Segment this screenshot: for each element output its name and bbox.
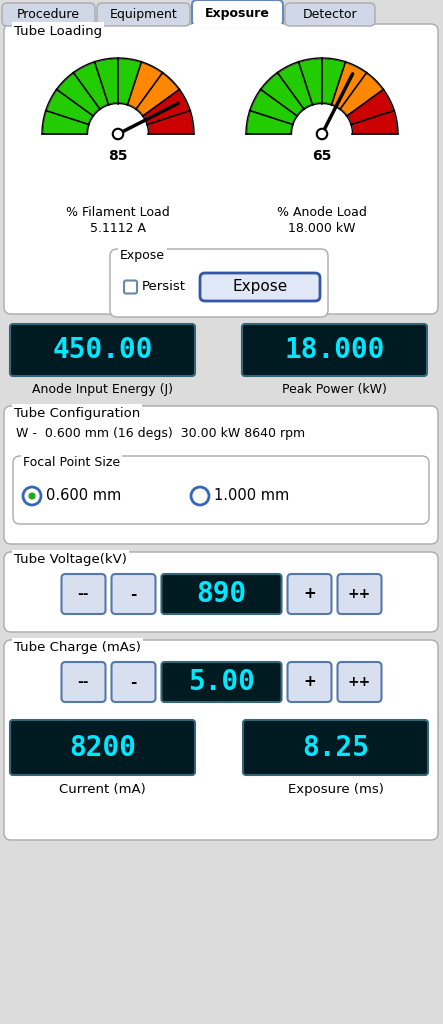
Text: 18.000 kW: 18.000 kW [288,221,356,234]
Text: Expose: Expose [120,250,165,262]
Polygon shape [144,90,193,134]
FancyBboxPatch shape [242,324,427,376]
Text: Tube Charge (mAs): Tube Charge (mAs) [14,640,141,653]
Text: 1.000 mm: 1.000 mm [214,488,289,504]
Text: Current (mA): Current (mA) [59,782,146,796]
Text: Tube Configuration: Tube Configuration [14,407,140,420]
Circle shape [113,129,123,139]
Text: 18.000: 18.000 [284,336,385,364]
FancyBboxPatch shape [62,662,105,702]
Text: -: - [130,587,137,601]
FancyBboxPatch shape [10,720,195,775]
Circle shape [28,493,35,500]
Circle shape [317,129,327,139]
Text: 0.600 mm: 0.600 mm [46,488,121,504]
FancyBboxPatch shape [162,662,281,702]
FancyBboxPatch shape [4,640,438,840]
Text: Equipment: Equipment [109,8,177,22]
FancyBboxPatch shape [124,281,137,294]
FancyBboxPatch shape [200,273,320,301]
Circle shape [191,487,209,505]
FancyBboxPatch shape [338,662,381,702]
FancyBboxPatch shape [4,24,438,314]
FancyBboxPatch shape [2,3,95,26]
FancyBboxPatch shape [10,324,195,376]
Text: ++: ++ [348,675,371,689]
Text: Exposure: Exposure [205,6,270,19]
Text: Exposure (ms): Exposure (ms) [288,782,384,796]
FancyBboxPatch shape [112,662,155,702]
Text: --: -- [78,587,89,601]
Text: % Anode Load: % Anode Load [277,207,367,219]
Text: % Filament Load: % Filament Load [66,207,170,219]
Text: Procedure: Procedure [17,8,80,22]
Text: Peak Power (kW): Peak Power (kW) [282,384,387,396]
Text: 85: 85 [108,150,128,164]
Text: 5.00: 5.00 [188,668,255,696]
Text: Detector: Detector [303,8,358,22]
FancyBboxPatch shape [192,0,283,26]
Circle shape [23,487,41,505]
FancyBboxPatch shape [288,662,331,702]
Text: 450.00: 450.00 [52,336,153,364]
FancyBboxPatch shape [110,249,328,317]
FancyBboxPatch shape [285,3,375,26]
Polygon shape [128,62,179,116]
FancyBboxPatch shape [243,720,428,775]
FancyBboxPatch shape [288,574,331,614]
Polygon shape [43,59,141,134]
FancyBboxPatch shape [4,406,438,544]
Polygon shape [247,59,345,134]
Text: +: + [303,675,316,689]
Text: -: - [130,675,137,689]
Text: Expose: Expose [233,280,288,295]
Text: ++: ++ [348,587,371,601]
Polygon shape [347,90,397,134]
FancyBboxPatch shape [112,574,155,614]
FancyBboxPatch shape [62,574,105,614]
Text: 8200: 8200 [69,733,136,762]
FancyBboxPatch shape [97,3,190,26]
Text: Anode Input Energy (J): Anode Input Energy (J) [32,384,173,396]
Text: Persist: Persist [142,281,186,294]
Text: 5.1112 A: 5.1112 A [90,221,146,234]
Text: Focal Point Size: Focal Point Size [23,457,120,469]
FancyBboxPatch shape [4,552,438,632]
Text: 8.25: 8.25 [302,733,369,762]
FancyBboxPatch shape [13,456,429,524]
FancyBboxPatch shape [338,574,381,614]
Text: 65: 65 [312,150,332,164]
FancyBboxPatch shape [162,574,281,614]
Text: Tube Voltage(kV): Tube Voltage(kV) [14,553,127,565]
Text: +: + [303,587,316,601]
Text: 890: 890 [196,580,247,608]
Text: W -  0.600 mm (16 degs)  30.00 kW 8640 rpm: W - 0.600 mm (16 degs) 30.00 kW 8640 rpm [16,427,305,440]
Text: --: -- [78,675,89,689]
Text: Tube Loading: Tube Loading [14,25,102,38]
Polygon shape [332,62,383,116]
FancyBboxPatch shape [192,24,283,27]
